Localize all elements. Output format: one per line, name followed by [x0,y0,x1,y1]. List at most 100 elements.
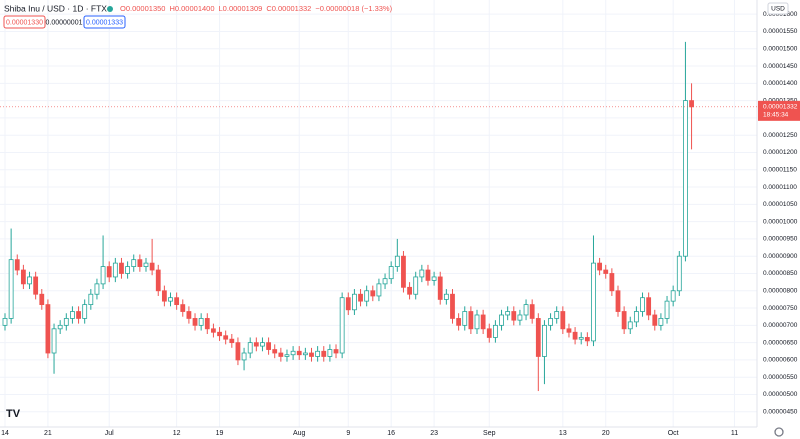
x-tick-label: Aug [293,430,306,437]
y-tick-label: 0.00001200 [763,149,798,156]
y-tick-label: 0.00001000 [763,218,798,225]
candle-body [155,269,161,292]
y-tick-label: 0.00000900 [763,253,798,260]
candle-body [370,290,376,297]
currency-button[interactable] [767,2,789,15]
candle-body [51,328,57,354]
candle-body [198,318,204,326]
candle-body [296,350,302,356]
y-tick-label: 0.00001500 [763,45,798,52]
y-tick-label: 0.00001450 [763,63,798,70]
candle-body [382,278,388,285]
y-tick-label: 0.00000500 [763,391,798,398]
candle-body [450,293,455,319]
y-tick-label: 0.00000750 [763,305,798,312]
candle-body [302,352,308,356]
y-tick-label: 0.00001400 [763,80,798,87]
candle-body [192,318,198,326]
candle-body [14,259,20,271]
candle-body [658,318,664,326]
candle-body [609,273,615,292]
x-tick-label: 12 [173,430,181,437]
sell-box[interactable] [3,15,46,29]
x-tick-label: 13 [559,430,567,437]
candle-body [529,304,535,319]
ohlc-value: O0.00001350 [120,4,165,13]
candle-body [88,293,94,306]
candle-body [106,266,112,278]
candle-body [486,328,492,338]
x-tick-label: 14 [1,430,9,437]
candle-body [345,297,351,311]
y-tick-label: 0.00001550 [763,28,798,35]
candle-body [523,304,529,316]
x-tick-label: 23 [430,430,438,437]
axis: 0.00000450 0.00000500 0.00000550 0.00000600… [1,11,798,437]
candle-body [20,269,26,285]
sell-price: 0.00001330 [6,19,43,26]
y-tick-label: 0.00000450 [763,409,798,416]
candle-body [652,314,658,326]
candle-body [578,337,584,340]
currency: USD [771,6,785,13]
buy-box[interactable] [83,15,126,29]
candle-body [186,311,192,319]
y-tick-label: 0.00001050 [763,201,798,208]
y-tick-label: 0.00000950 [763,236,798,243]
candle-body [535,318,541,357]
candles [2,41,694,392]
y-tick-label: 0.00000650 [763,339,798,346]
candle-body [57,324,63,330]
candle-body [100,266,106,285]
candle-body [615,290,621,312]
candle-body [376,283,382,297]
candle-body [63,318,69,326]
last-price-box [758,100,800,121]
settings-icon[interactable] [774,427,784,437]
y-tick-label: 0.00001100 [763,184,797,191]
candle-body [266,342,271,350]
candle-body [235,342,241,361]
candle-body [143,262,149,267]
candle-body [664,300,670,319]
candle-body [131,259,137,267]
x-tick-label: 9 [346,430,350,437]
candle-body [364,290,370,302]
candle-body [94,283,100,295]
candle-body [683,100,688,257]
candle-body [499,314,504,326]
x-tick-label: Sep [483,430,496,437]
y-tick-label: 0.00000800 [763,287,798,294]
candle-body [149,262,155,271]
candle-body [290,350,296,356]
candle-body [492,324,498,338]
candle-body [394,255,400,267]
candle-body [309,352,314,357]
candle-body [456,318,462,326]
candle-body [321,350,327,357]
grid [0,0,757,427]
y-tick-label: 0.00000700 [763,322,798,329]
candle-body [633,311,639,323]
candle-body [2,318,8,326]
logo: TV [6,408,21,420]
candle-body [39,293,45,306]
candle-body [278,352,284,357]
x-tick-label: Oct [668,430,679,437]
candle-body [468,311,474,330]
x-tick-label: 20 [602,430,610,437]
y-tick-label: 0.00001350 [763,97,798,104]
candle-body [572,331,578,340]
y-tick-label: 0.00000550 [763,374,798,381]
candle-body [676,255,682,292]
candle-body [591,262,596,342]
candle-body [333,349,339,354]
spread: 0.00000001 [46,19,83,26]
candle-body [161,290,167,302]
candle-body [419,269,425,278]
candle-body [125,266,130,274]
ohlc-value: −0.00000018 (−1.33%) [315,4,392,13]
candle-body [204,318,210,330]
candle-body [272,349,278,354]
candle-body [211,328,216,333]
